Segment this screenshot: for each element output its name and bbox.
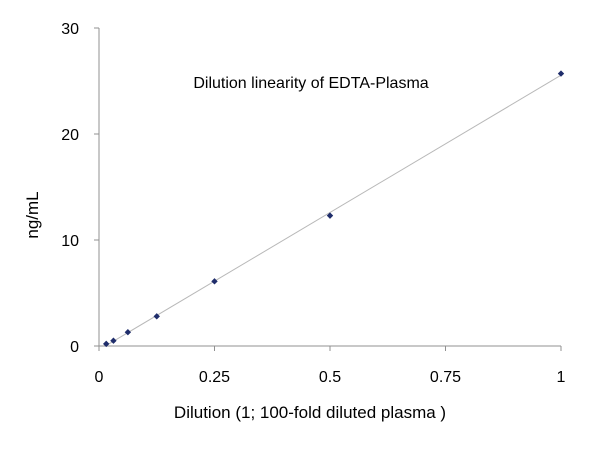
trendline-group [105, 74, 562, 346]
y-tick-label: 10 [61, 233, 79, 250]
tick-labels: 0 10 20 30 0 0.25 0.5 0.75 1 [61, 21, 565, 386]
data-point [557, 70, 565, 77]
x-tick-label: 0 [95, 369, 104, 386]
x-tick-label: 0.75 [430, 369, 461, 386]
data-point [124, 329, 132, 336]
tick-marks [94, 27, 562, 351]
data-point [103, 340, 110, 348]
y-tick-label: 30 [61, 21, 79, 38]
x-axis-title: Dilution (1; 100-fold diluted plasma ) [174, 403, 446, 422]
x-tick-label: 0.5 [319, 369, 341, 386]
chart-title: Dilution linearity of EDTA-Plasma [193, 75, 428, 92]
y-axis-title: ng/mL [23, 191, 42, 238]
x-tick-label: 1 [557, 369, 566, 386]
linear-trendline [105, 74, 562, 346]
data-point [110, 337, 117, 344]
x-tick-label: 0.25 [199, 369, 230, 386]
data-points [103, 70, 565, 348]
y-tick-label: 20 [61, 127, 79, 144]
data-point [211, 278, 218, 285]
data-point [326, 212, 334, 219]
data-point [153, 313, 160, 320]
y-tick-label: 0 [70, 339, 79, 356]
